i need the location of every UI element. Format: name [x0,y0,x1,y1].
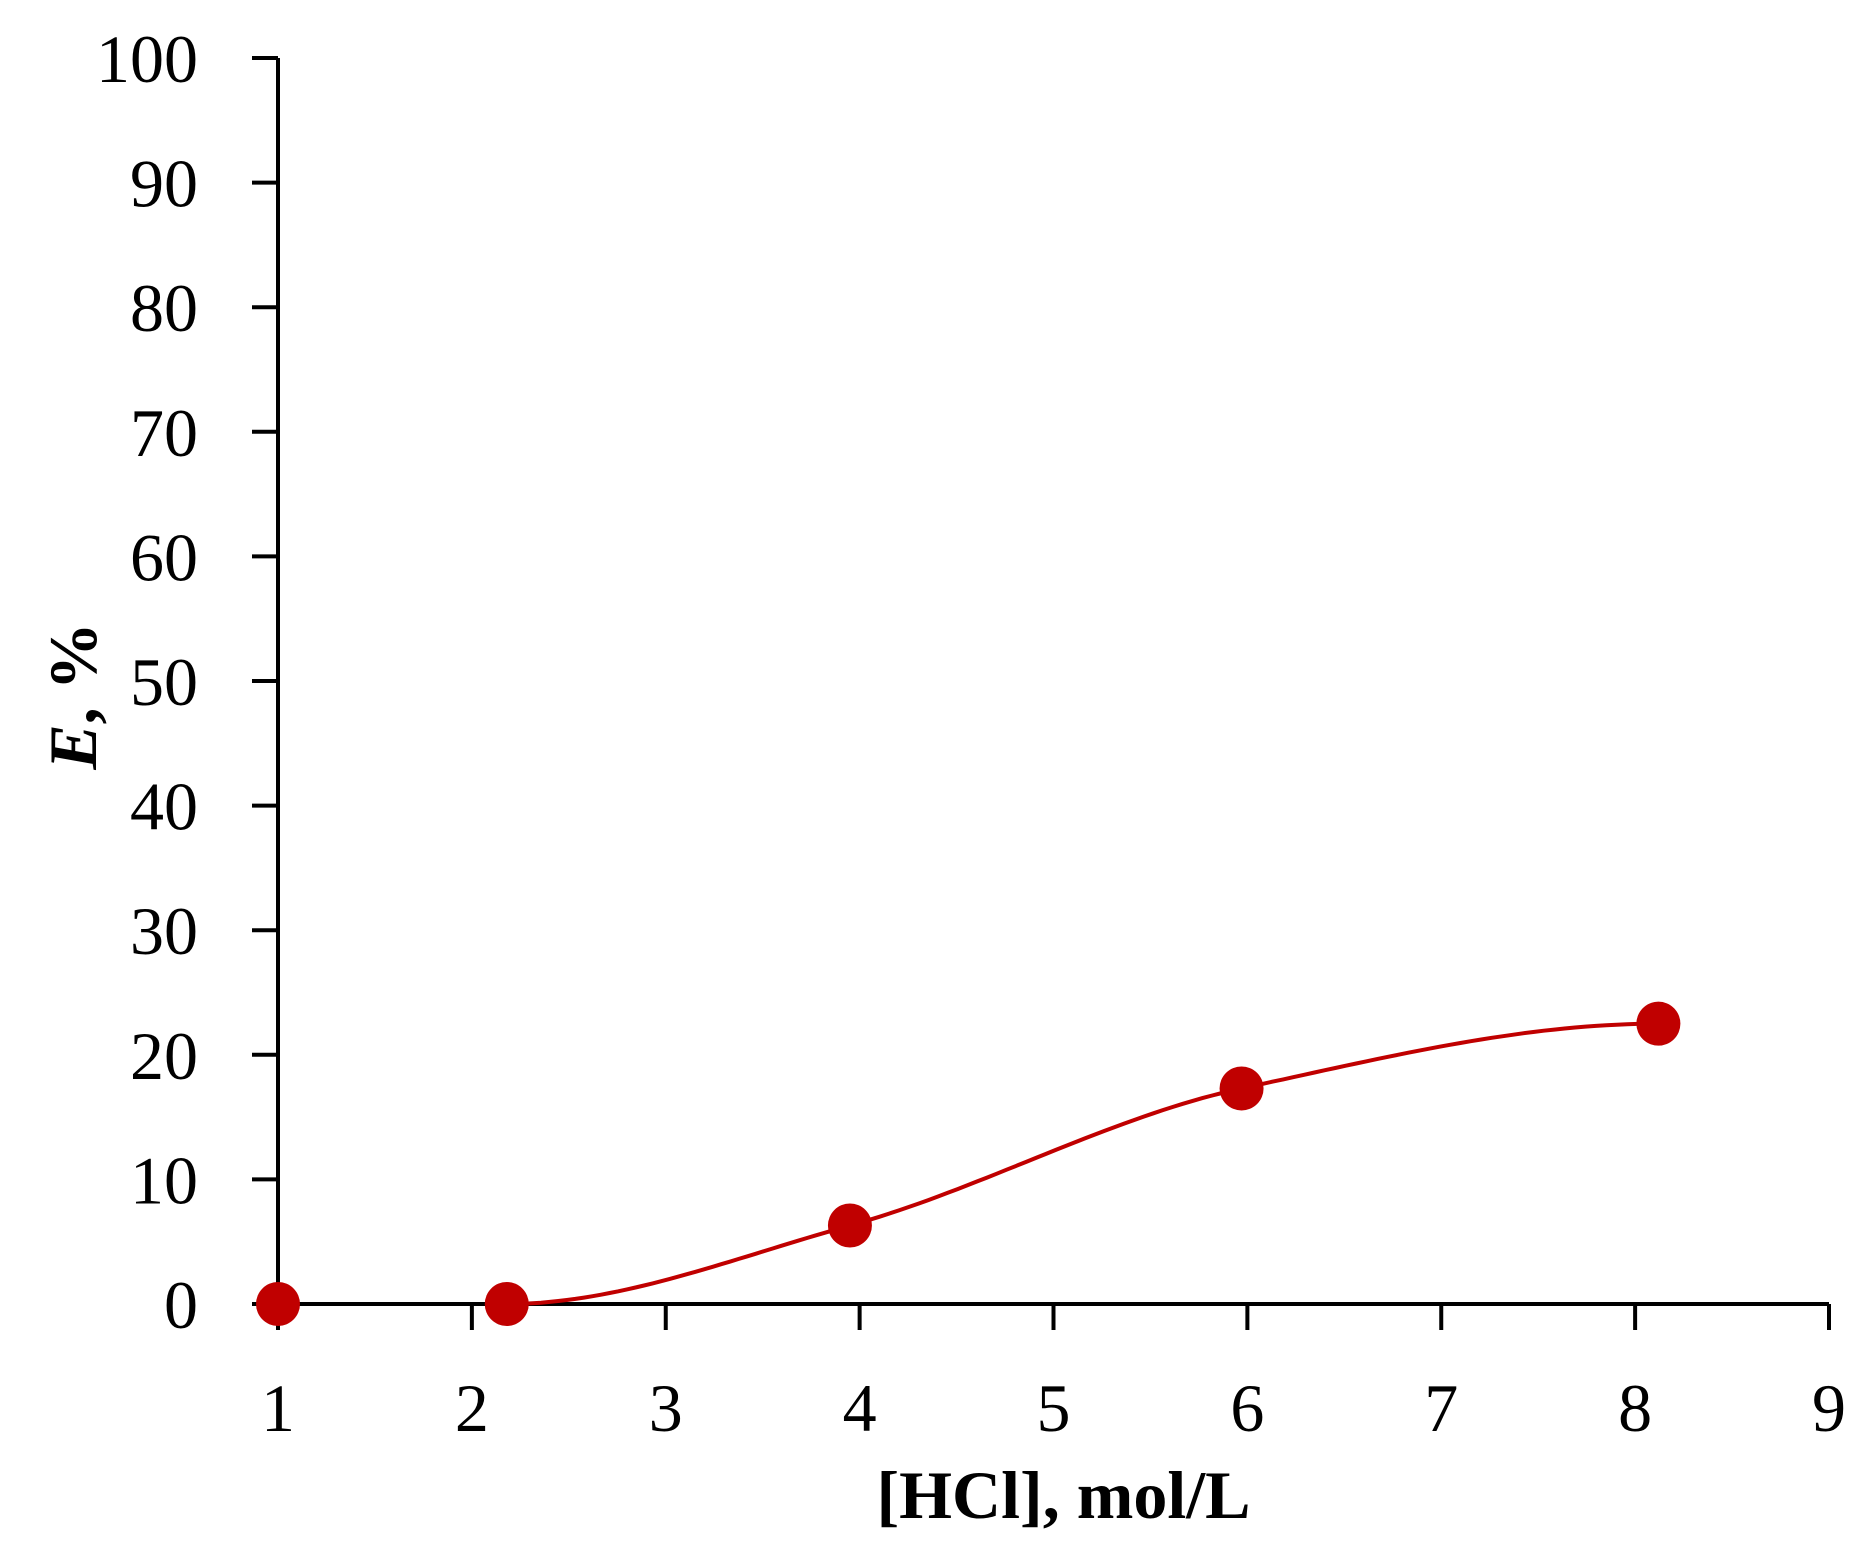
y-tick-label: 40 [130,769,198,845]
series-layer [256,1001,1681,1326]
y-tick-label: 70 [130,395,198,471]
x-tick-label: 7 [1424,1370,1458,1446]
data-point [1636,1001,1681,1046]
x-axis-ticks: 1 2 3 4 5 6 7 8 9 [261,1304,1846,1446]
data-point [256,1282,300,1326]
y-tick-label: 30 [130,893,198,969]
x-tick-label: 2 [455,1370,489,1446]
y-tick-label: 0 [164,1267,198,1343]
x-tick-label: 3 [649,1370,683,1446]
y-axis-title: E, % [35,622,111,770]
series-trendline [506,1021,1659,1306]
x-tick-label: 9 [1812,1370,1846,1446]
y-tick-label: 20 [130,1018,198,1094]
y-axis-title-symbol: E [35,724,111,770]
data-point [484,1282,529,1326]
y-axis-title-unit: , % [35,622,111,724]
y-tick-label: 60 [130,519,198,595]
data-point [1219,1066,1264,1111]
y-tick-label: 50 [130,644,198,720]
x-tick-label: 1 [261,1370,295,1446]
x-axis-title: [HCl], mol/L [877,1457,1251,1533]
x-tick-label: 4 [843,1370,877,1446]
x-tick-label: 8 [1618,1370,1652,1446]
x-tick-label: 5 [1037,1370,1071,1446]
y-axis-ticks: 0 10 20 30 40 50 60 70 80 90 100 [96,21,278,1343]
y-tick-label: 100 [96,21,198,97]
y-tick-label: 10 [130,1142,198,1218]
y-tick-label: 90 [130,146,198,222]
y-tick-label: 80 [130,270,198,346]
x-tick-label: 6 [1230,1370,1264,1446]
data-point [827,1203,872,1248]
